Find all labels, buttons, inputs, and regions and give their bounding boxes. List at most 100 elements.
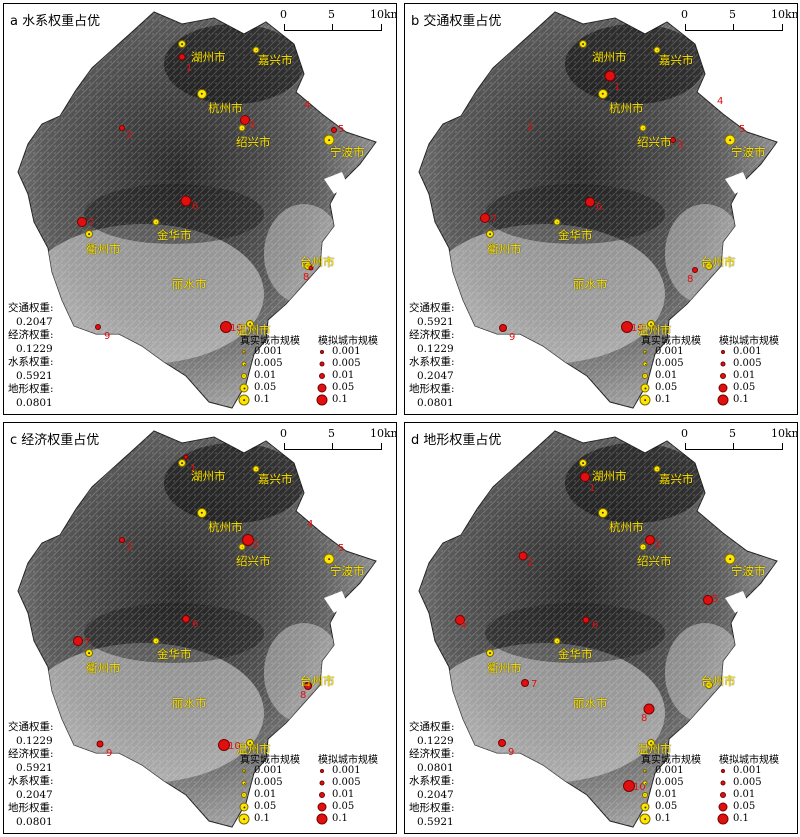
legend-sim-marker [316, 813, 328, 825]
legend-real-level: 0.05 [655, 801, 678, 812]
legend-real-title: 真实城市规模 [641, 755, 701, 766]
real-city-marker [639, 124, 647, 132]
terrain-map [418, 430, 778, 828]
water-weight-value: 0.2047 [417, 788, 454, 801]
legend-real-marker [643, 769, 647, 773]
legend-sim-level: 0.01 [332, 789, 355, 800]
sim-city-marker [499, 324, 507, 332]
sim-city-number: 6 [192, 201, 199, 212]
legend-sim-marker [720, 780, 726, 786]
city-label: 衢州市 [86, 242, 121, 256]
economy-weight-label: 经济权重: [409, 748, 455, 760]
real-city-marker [705, 262, 713, 270]
legend-real-level: 0.001 [254, 765, 283, 776]
panel-b: b 交通权重占优 0 5 10km 1 2 3 4 5 6 7 8 9 10 湖州市 嘉兴市杭州市绍兴… [404, 3, 798, 415]
sim-city-number: 8 [687, 274, 694, 285]
city-label: 杭州市 [609, 520, 644, 534]
traffic-weight-label: 交通权重: [409, 302, 455, 314]
sim-city-number: 3 [252, 540, 259, 551]
legend-sim-marker [720, 373, 726, 379]
weights-block: 交通权重: 0.5921 经济权重: 0.1229 水系权重: 0.2047 地… [409, 302, 455, 410]
real-city-marker [252, 46, 260, 54]
panel-title: a 水系权重占优 [10, 14, 101, 29]
sim-city-number: 4 [460, 620, 467, 631]
sim-city-marker [77, 217, 87, 227]
sim-city-marker [518, 551, 528, 561]
real-city-marker [553, 637, 561, 645]
sim-city-marker [580, 472, 590, 482]
real-city-marker [653, 465, 661, 473]
sim-city-marker [119, 537, 125, 543]
terrain-weight-label: 地形权重: [8, 802, 54, 814]
sim-city-number: 9 [104, 331, 111, 342]
sim-city-number: 8 [641, 713, 648, 724]
sim-city-marker [585, 197, 595, 207]
legend-real-level: 0.1 [655, 813, 671, 824]
scale-bar: 0 5 10km [681, 427, 797, 453]
scale-bar: 0 5 10km [681, 8, 797, 34]
real-city-marker [238, 124, 246, 132]
city-label: 绍兴市 [236, 135, 271, 149]
city-label: 嘉兴市 [659, 472, 694, 486]
legend-sim-level: 0.01 [733, 789, 756, 800]
city-label: 绍兴市 [637, 135, 672, 149]
traffic-weight-value: 0.1229 [417, 734, 454, 747]
sim-city-number: 5 [338, 124, 345, 135]
real-city-marker [639, 543, 647, 551]
terrain-map [17, 11, 377, 409]
sim-city-number: 1 [614, 82, 621, 93]
sim-city-marker [703, 595, 713, 605]
legend-real-level: 0.005 [655, 777, 684, 788]
city-label: 宁波市 [731, 145, 766, 159]
legend-real-marker [639, 394, 651, 406]
sim-city-marker [304, 682, 312, 690]
sim-city-number: 9 [106, 748, 113, 759]
legend-sim-marker [320, 350, 324, 354]
legend-real-title: 真实城市规模 [240, 336, 300, 347]
city-label: 温州市 [637, 742, 672, 756]
water-weight-label: 水系权重: [409, 775, 455, 787]
city-label: 丽水市 [573, 696, 608, 710]
legend-real-level: 0.01 [655, 370, 678, 381]
sim-city-number: 7 [84, 637, 91, 648]
legend-sim-title: 模拟城市规模 [719, 755, 779, 766]
sim-city-number: 2 [126, 542, 133, 553]
legend-sim-level: 0.05 [332, 382, 355, 393]
legend-real-marker [642, 373, 648, 379]
panel-a: a 水系权重占优 0 5 10km 1 2 3 4 5 6 7 8 9 10 湖州市 嘉兴市杭州市绍兴… [3, 3, 397, 415]
legend-real-level: 0.01 [655, 789, 678, 800]
real-city-marker [178, 459, 186, 467]
legend: 真实城市规模 模拟城市规模 0.001 0.001 0.005 0.005 0.… [639, 751, 791, 825]
weights-block: 交通权重: 0.2047 经济权重: 0.1229 水系权重: 0.5921 地… [8, 302, 54, 410]
legend-sim-marker [721, 769, 725, 773]
scale-tick-5: 5 [328, 8, 335, 21]
legend-real-marker [642, 792, 648, 798]
legend-real-marker [639, 813, 651, 825]
weights-block: 交通权重: 0.1229 经济权重: 0.0801 水系权重: 0.2047 地… [409, 721, 455, 829]
real-city-marker [197, 89, 207, 99]
economy-weight-value: 0.1229 [417, 342, 454, 355]
legend: 真实城市规模 模拟城市规模 0.001 0.001 0.005 0.005 0.… [238, 332, 390, 406]
real-city-marker [486, 230, 494, 238]
sim-city-marker [498, 739, 506, 747]
scale-tick-5: 5 [729, 427, 736, 440]
sim-city-number: 7 [531, 679, 538, 690]
real-city-marker [323, 553, 335, 565]
traffic-weight-label: 交通权重: [8, 721, 54, 733]
real-city-marker [653, 46, 661, 54]
sim-city-number: 2 [527, 122, 534, 133]
sim-city-marker [242, 534, 254, 546]
scale-bar: 0 5 10km [280, 427, 396, 453]
sim-city-marker [95, 324, 101, 330]
panel-c: c 经济权重占优 0 5 10km 1 2 3 4 5 6 7 8 9 10 湖州市 嘉兴市杭州市绍兴… [3, 422, 397, 834]
city-label: 台州市 [300, 674, 335, 688]
panel-title: c 经济权重占优 [10, 433, 100, 448]
legend-sim-title: 模拟城市规模 [318, 336, 378, 347]
water-weight-value: 0.5921 [16, 369, 53, 382]
city-label: 湖州市 [191, 469, 226, 483]
city-label: 绍兴市 [236, 554, 271, 568]
water-weight-label: 水系权重: [409, 356, 455, 368]
sim-city-number: 6 [192, 619, 199, 630]
city-label: 宁波市 [731, 564, 766, 578]
legend: 真实城市规模 模拟城市规模 0.001 0.001 0.005 0.005 0.… [238, 751, 390, 825]
